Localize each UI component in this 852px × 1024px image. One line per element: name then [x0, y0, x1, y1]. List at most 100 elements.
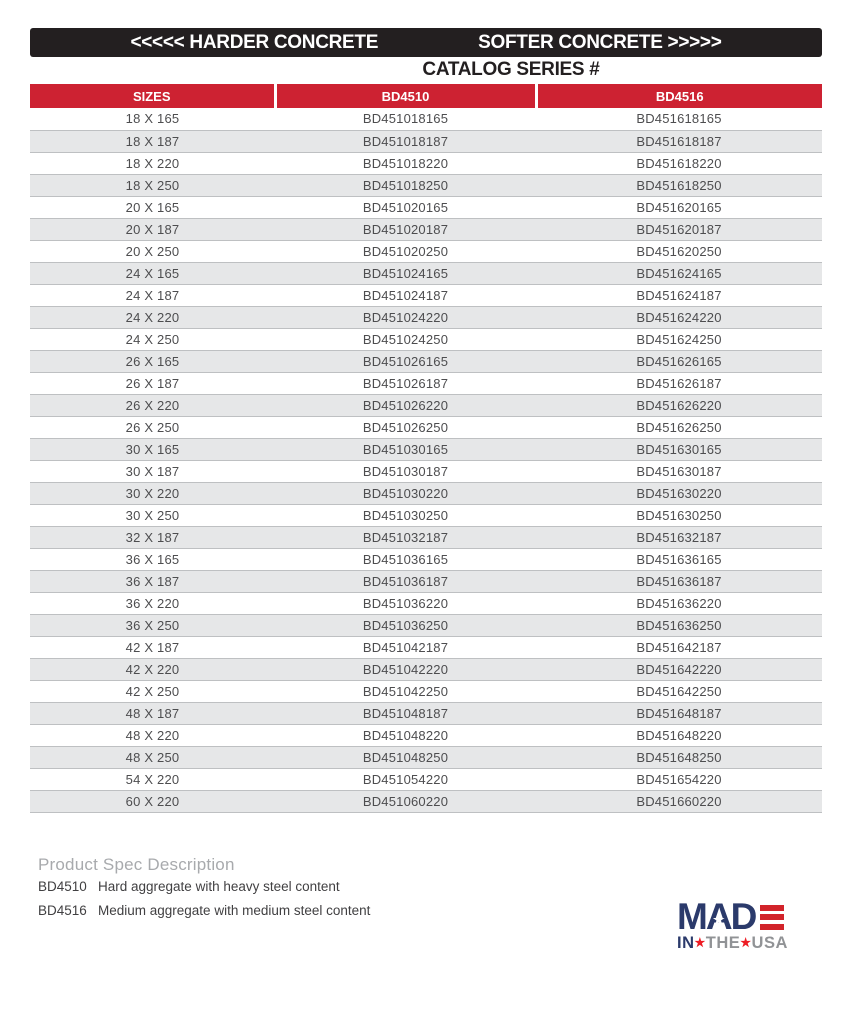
table-cell: BD451020250 [362, 243, 449, 259]
table-cell: BD451054220 [362, 771, 449, 787]
table-cell: BD451026187 [362, 375, 449, 391]
table-cell: BD451620187 [536, 217, 822, 241]
spec-row-bd4516: BD4516 Medium aggregate with medium stee… [38, 903, 370, 918]
table-row: 36 X 187 BD451036187 BD451636187 [30, 569, 822, 593]
table-cell: BD451632187 [536, 525, 822, 549]
table-cell: 42 X 250 [125, 683, 180, 699]
table-cell: 36 X 187 [30, 569, 275, 593]
table-cell: BD451660220 [536, 789, 822, 813]
spec-section-title: Product Spec Description [38, 855, 235, 874]
table-cell: 20 X 187 [30, 217, 275, 241]
table-row: 24 X 165 BD451024165 BD451624165 [30, 261, 822, 285]
table-cell: 36 X 220 [125, 595, 180, 611]
table-row: 26 X 220 BD451026220 BD451626220 [30, 393, 822, 417]
table-row: 36 X 165 BD451036165 BD451636165 [30, 548, 822, 570]
table-cell: BD451620165 [636, 199, 722, 215]
logo-letter-e-stripes-icon [760, 904, 785, 930]
table-cell: BD451026250 [362, 419, 449, 435]
table-row: 24 X 187 BD451024187 BD451624187 [30, 284, 822, 306]
catalog-series-title: CATALOG SERIES # [422, 59, 600, 80]
table-row: 36 X 220 BD451036220 BD451636220 [30, 592, 822, 614]
table-cell: BD451048220 [362, 727, 449, 743]
table-cell: BD451030250 [362, 507, 449, 523]
catalog-table: SIZES BD4510 BD4516 18 X 165 BD451018165 B… [30, 84, 822, 813]
table-cell: BD451636250 [536, 613, 822, 637]
table-cell: 60 X 220 [30, 789, 275, 813]
table-row: 42 X 220 BD451042220 BD451642220 [30, 657, 822, 681]
table-cell: BD451036187 [275, 569, 536, 593]
table-cell: BD451630220 [536, 481, 822, 505]
table-cell: 18 X 220 [125, 155, 180, 171]
logo-usa-text: USA [751, 933, 788, 952]
table-row: 26 X 250 BD451026250 BD451626250 [30, 416, 822, 438]
table-cell: BD451036250 [275, 613, 536, 637]
table-cell: BD451630250 [636, 507, 722, 523]
table-row: 42 X 250 BD451042250 BD451642250 [30, 680, 822, 702]
spec-code: BD4516 [38, 903, 87, 918]
table-cell: 24 X 165 [30, 261, 275, 285]
table-cell: BD451624187 [636, 287, 722, 303]
table-cell: BD451630187 [636, 463, 722, 479]
table-cell: BD451048250 [275, 745, 536, 769]
table-row: 18 X 250 BD451018250 BD451618250 [30, 173, 822, 197]
table-cell: BD451048187 [275, 701, 536, 725]
logo-letter-m: M [677, 896, 708, 937]
spec-block: BD4510 Hard aggregate with heavy steel c… [38, 879, 370, 927]
table-cell: BD451020165 [362, 199, 449, 215]
table-cell: BD451042250 [362, 683, 449, 699]
logo-letter-d: D [730, 896, 758, 937]
table-row: 30 X 220 BD451030220 BD451630220 [30, 481, 822, 505]
table-cell: BD451636187 [536, 569, 822, 593]
star-icon: ★ [712, 912, 725, 928]
table-cell: BD451026165 [275, 349, 536, 373]
table-cell: 24 X 250 [125, 331, 180, 347]
table-row: 24 X 220 BD451024220 BD451624220 [30, 305, 822, 329]
softer-concrete-label: SOFTER CONCRETE >>>>> [478, 31, 722, 53]
table-row: 20 X 187 BD451020187 BD451620187 [30, 217, 822, 241]
logo-in-text: IN [677, 933, 695, 952]
table-row: 36 X 250 BD451036250 BD451636250 [30, 613, 822, 637]
table-cell: 20 X 165 [125, 199, 180, 215]
table-cell: BD451030165 [275, 437, 536, 461]
table-row: 18 X 220 BD451018220 BD451618220 [30, 152, 822, 174]
table-row: 30 X 165 BD451030165 BD451630165 [30, 437, 822, 461]
table-cell: BD451630165 [536, 437, 822, 461]
table-cell: 48 X 220 [125, 727, 180, 743]
table-cell: BD451032187 [275, 525, 536, 549]
star-icon: ★ [694, 935, 706, 950]
table-cell: BD451624220 [536, 305, 822, 329]
table-cell: 24 X 220 [30, 305, 275, 329]
logo-letter-a-glyph: A [705, 896, 733, 937]
table-cell: 32 X 187 [30, 525, 275, 549]
table-body: 18 X 165 BD451018165 BD451618165 18 X 187 BD… [30, 108, 822, 813]
table-row: 18 X 187 BD451018187 BD451618187 [30, 129, 822, 153]
table-cell: 26 X 220 [30, 393, 275, 417]
table-cell: BD451060220 [275, 789, 536, 813]
spec-code: BD4510 [38, 879, 87, 894]
table-cell: 42 X 220 [30, 657, 275, 681]
table-cell: 30 X 165 [30, 437, 275, 461]
table-row: 20 X 250 BD451020250 BD451620250 [30, 240, 822, 262]
table-row: 26 X 165 BD451026165 BD451626165 [30, 349, 822, 373]
table-cell: BD451020187 [275, 217, 536, 241]
table-cell: BD451626165 [536, 349, 822, 373]
table-cell: 30 X 250 [125, 507, 180, 523]
logo-in-the-usa: IN★THE★USA [677, 935, 797, 952]
logo-mad-letters: M A ★ D [677, 896, 758, 937]
table-cell: BD451024187 [362, 287, 449, 303]
table-cell: 26 X 250 [125, 419, 180, 435]
column-header-sizes: SIZES [30, 84, 277, 108]
table-cell: BD451618250 [536, 173, 822, 197]
spec-description: Hard aggregate with heavy steel content [98, 879, 340, 894]
table-cell: BD451636220 [636, 595, 722, 611]
table-cell: 36 X 250 [30, 613, 275, 637]
table-cell: BD451018165 [362, 111, 449, 127]
table-header-row: SIZES BD4510 BD4516 [30, 84, 822, 108]
table-cell: BD451618165 [636, 111, 722, 127]
table-row: 30 X 187 BD451030187 BD451630187 [30, 460, 822, 482]
table-cell: 18 X 187 [30, 129, 275, 153]
table-cell: 48 X 187 [30, 701, 275, 725]
column-header-bd4516: BD4516 [536, 84, 822, 108]
table-cell: BD451626250 [636, 419, 722, 435]
spec-description: Medium aggregate with medium steel conte… [98, 903, 371, 918]
